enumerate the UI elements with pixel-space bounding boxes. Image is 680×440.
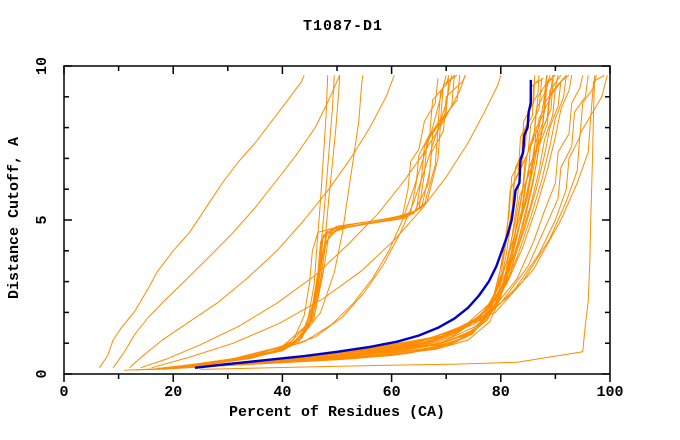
prediction-line: [151, 78, 543, 370]
prediction-line: [186, 78, 554, 368]
prediction-line: [167, 78, 439, 369]
x-tick-label: 100: [596, 384, 623, 401]
prediction-line: [178, 75, 335, 368]
prediction-line: [167, 75, 453, 369]
prediction-line: [164, 75, 548, 370]
prediction-line: [175, 74, 555, 369]
prediction-line: [249, 74, 605, 363]
highlighted-model-line: [194, 79, 532, 369]
prediction-line: [140, 75, 466, 369]
prediction-line: [162, 75, 548, 370]
prediction-line: [151, 75, 502, 369]
plot-generated-layer: 0 20 40 60 80 100 0 5 10: [34, 57, 624, 401]
x-tick-label: 20: [164, 384, 182, 401]
prediction-line: [260, 75, 608, 363]
prediction-line: [194, 75, 364, 366]
prediction-line: [238, 75, 597, 364]
prediction-line: [194, 75, 466, 367]
prediction-line: [189, 74, 567, 368]
prediction-line: [211, 75, 573, 366]
x-axis-label: Percent of Residues (CA): [229, 404, 445, 421]
prediction-line: [178, 75, 450, 368]
prediction-line: [173, 75, 329, 368]
prediction-line: [156, 74, 556, 370]
prediction-line: [205, 75, 567, 366]
prediction-line: [156, 75, 447, 369]
prediction-line: [189, 74, 455, 367]
prediction-line: [200, 75, 596, 370]
prediction-line: [129, 75, 395, 369]
prediction-line: [184, 75, 461, 368]
prediction-line: [112, 74, 341, 369]
prediction-line: [99, 75, 305, 369]
prediction-line: [134, 77, 544, 371]
y-tick-label: 10: [34, 57, 51, 75]
y-tick-label: 0: [34, 369, 51, 378]
prediction-line: [189, 75, 341, 367]
y-axis-label: Distance Cutoff, A: [6, 137, 23, 299]
chart-title: T1087-D1: [303, 18, 383, 35]
x-tick-label: 0: [59, 384, 68, 401]
x-tick-label: 80: [492, 384, 510, 401]
x-tick-label: 40: [273, 384, 291, 401]
prediction-line: [124, 79, 540, 371]
prediction-line: [173, 75, 551, 369]
prediction-line: [200, 74, 458, 366]
x-tick-label: 60: [383, 384, 401, 401]
y-tick-label: 5: [34, 215, 51, 224]
